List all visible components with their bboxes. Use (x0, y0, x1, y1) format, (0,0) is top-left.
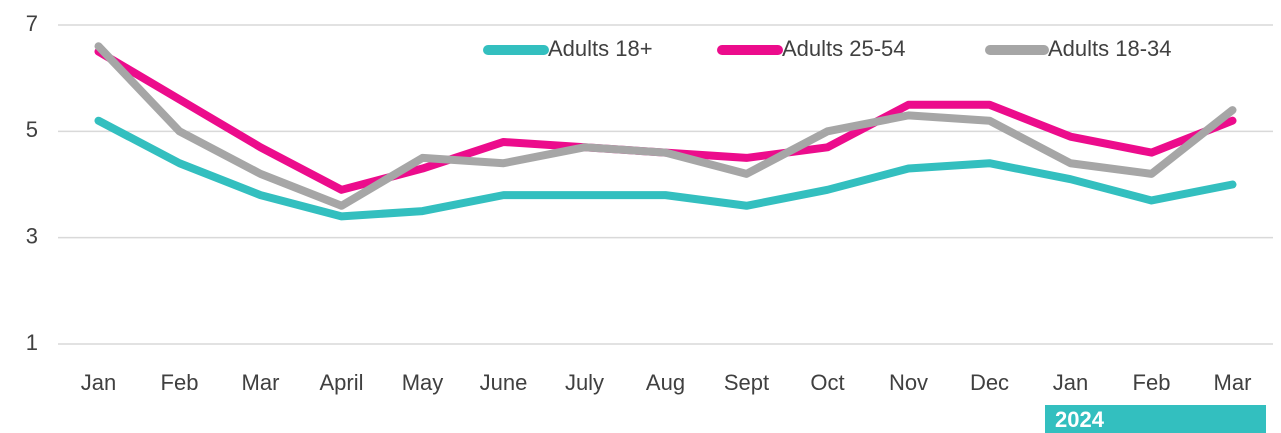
x-tick-label: June (480, 370, 528, 395)
y-tick-label: 7 (26, 11, 38, 36)
x-tick-label: Jan (1053, 370, 1088, 395)
y-tick-label: 1 (26, 330, 38, 355)
y-tick-label: 3 (26, 223, 38, 248)
x-tick-label: Sept (724, 370, 769, 395)
series-line (94, 42, 1237, 210)
year-label: 2024 (1055, 407, 1105, 432)
y-tick-label: 5 (26, 117, 38, 142)
x-tick-label: Mar (1214, 370, 1252, 395)
x-tick-label: Feb (161, 370, 199, 395)
x-tick-label: Jan (81, 370, 116, 395)
x-tick-label: Oct (810, 370, 844, 395)
x-tick-label: May (402, 370, 444, 395)
x-tick-label: Nov (889, 370, 928, 395)
x-tick-label: April (319, 370, 363, 395)
legend-label: Adults 25-54 (782, 36, 906, 61)
series-line (94, 47, 1237, 194)
legend-label: Adults 18+ (548, 36, 653, 61)
x-tick-label: Aug (646, 370, 685, 395)
x-tick-label: Feb (1133, 370, 1171, 395)
legend-label: Adults 18-34 (1048, 36, 1172, 61)
x-tick-label: Dec (970, 370, 1009, 395)
series-line (94, 116, 1237, 221)
x-tick-label: Mar (242, 370, 280, 395)
x-tick-label: July (565, 370, 604, 395)
year-band (1045, 405, 1266, 433)
